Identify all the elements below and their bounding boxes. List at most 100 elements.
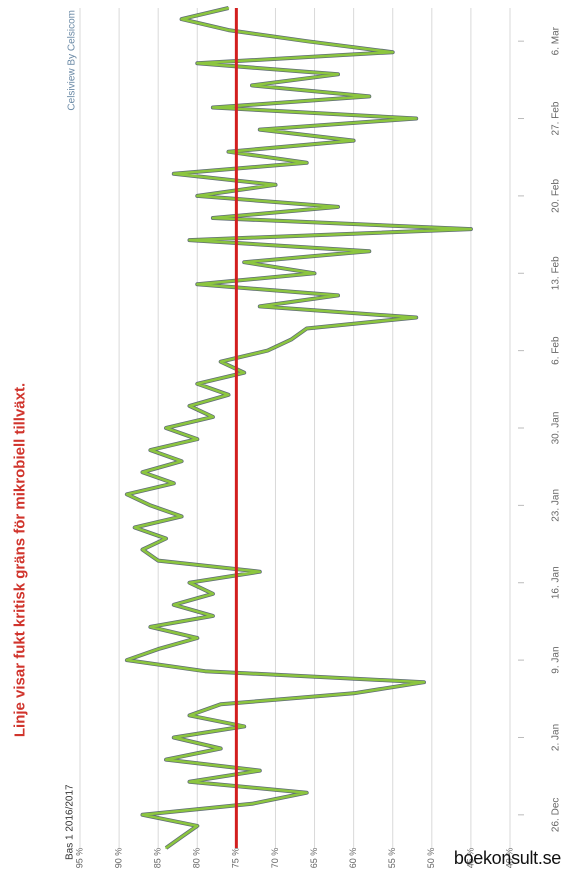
data-point-0-76 [227,7,230,9]
data-point-0-46 [290,338,292,341]
data-point-0-5 [305,791,308,794]
threshold-caption-wrap: Linje visar fukt kritisk gräns för mikro… [0,0,40,875]
y-tick-label-70: 70 % [270,848,280,869]
data-point-0-50 [337,294,339,297]
data-point-0-57 [212,217,214,219]
data-point-0-71 [196,62,199,65]
data-point-0-32 [126,493,128,496]
data-point-0-17 [126,659,128,661]
data-point-0-2 [196,825,199,827]
data-point-0-9 [219,747,222,750]
data-point-0-6 [188,780,191,783]
y-tick-label-95: 95 % [74,848,84,869]
data-point-0-42 [196,383,199,385]
y-tick-label-40: 40 % [504,848,514,869]
x-tick-label-3: 16. Jan [551,566,562,599]
data-point-0-36 [149,449,152,451]
data-point-0-1 [180,836,183,838]
data-point-0-55 [188,239,191,241]
data-point-0-66 [415,117,418,120]
data-point-0-38 [165,427,167,429]
data-point-0-0 [165,847,167,849]
data-point-0-54 [368,250,371,252]
threshold-caption: Linje visar fukt kritisk gräns för mikro… [11,382,29,738]
data-point-0-63 [227,150,230,153]
x-tick-label-9: 27. Feb [551,101,562,135]
x-tick-label-8: 20. Feb [551,179,562,213]
data-point-0-24 [188,581,191,584]
data-point-0-61 [173,173,175,175]
data-point-0-72 [391,51,394,53]
y-tick-label-60: 60 % [348,848,358,869]
data-point-0-11 [243,725,245,728]
data-point-0-3 [141,814,144,816]
data-point-0-27 [141,548,144,551]
data-point-0-59 [196,195,199,197]
data-point-0-48 [415,316,418,319]
data-point-0-16 [204,670,206,672]
y-tick-label-85: 85 % [153,848,163,869]
data-point-0-40 [188,405,191,407]
x-tick-label-10: 6. Mar [551,26,562,55]
data-point-0-29 [133,526,136,529]
x-tick-label-2: 9. Jan [551,646,562,673]
data-point-0-47 [305,327,308,330]
data-point-0-25 [259,570,261,573]
data-point-0-43 [243,371,245,374]
data-point-0-26 [157,559,159,562]
data-point-0-68 [368,95,371,98]
y-tick-label-75: 75 % [231,848,241,869]
data-point-0-34 [141,471,144,474]
data-point-0-4 [251,803,253,805]
data-point-0-13 [219,703,222,706]
data-point-0-65 [259,128,261,131]
data-point-0-30 [180,515,183,518]
data-point-0-19 [196,637,199,639]
series-line-0 [125,6,473,850]
data-point-0-41 [227,394,230,396]
data-point-0-14 [352,692,355,695]
data-point-0-10 [173,736,175,739]
y-tick-label-45: 45 % [465,848,475,869]
x-tick-label-5: 30. Jan [551,412,562,445]
data-point-0-69 [251,84,253,87]
data-point-0-7 [259,769,261,772]
data-point-0-15 [423,681,425,683]
y-tick-label-55: 55 % [387,848,397,869]
data-point-0-35 [180,460,183,463]
data-point-0-56 [470,228,472,230]
y-tick-label-50: 50 % [426,848,436,869]
y-tick-label-80: 80 % [192,848,202,869]
chart-credit: Celsiview By Celsicom [67,10,78,111]
data-point-0-60 [274,184,277,186]
data-point-0-28 [165,537,167,540]
data-point-0-53 [243,261,245,264]
data-point-0-8 [165,758,167,761]
data-point-0-12 [188,714,191,717]
data-point-0-74 [227,29,230,31]
x-tick-label-4: 23. Jan [551,489,562,522]
brand-watermark: boekonsult.se [453,848,561,868]
data-point-0-21 [212,615,214,617]
data-point-0-73 [305,40,308,42]
data-point-0-45 [266,349,269,352]
data-point-0-31 [149,504,152,507]
data-point-0-37 [196,438,199,440]
data-point-0-62 [305,161,308,164]
x-tick-label-1: 2. Jan [551,724,562,751]
data-point-0-52 [313,272,316,275]
data-point-0-22 [173,604,175,606]
data-point-0-44 [219,360,222,363]
data-point-0-75 [180,18,183,20]
data-point-0-58 [337,206,339,208]
data-point-0-49 [259,305,261,308]
data-point-0-51 [196,283,199,286]
x-tick-label-7: 13. Feb [551,256,562,290]
data-point-0-70 [337,73,339,76]
x-tick-label-6: 6. Feb [551,336,562,365]
data-point-0-18 [157,648,159,650]
data-point-0-64 [352,139,355,142]
data-point-0-39 [212,416,214,418]
chart-title: Bas 1 2016/2017 [65,784,76,860]
